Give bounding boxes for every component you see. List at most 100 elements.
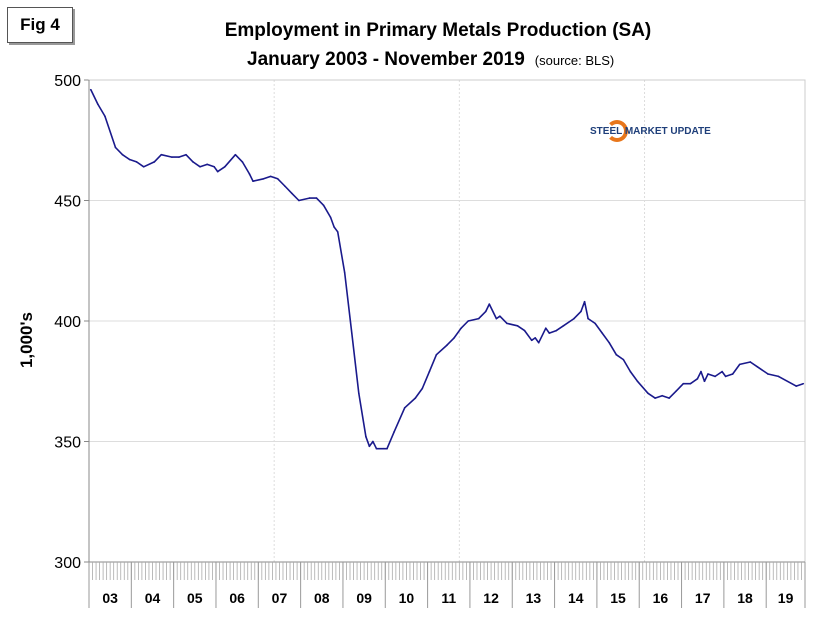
data-point — [135, 161, 138, 163]
x-tick-label: 09 — [356, 590, 372, 606]
data-point — [453, 337, 455, 339]
x-tick-label: 06 — [229, 590, 245, 606]
data-point — [587, 317, 589, 320]
data-point — [622, 358, 625, 361]
data-point — [315, 197, 318, 199]
y-tick-label: 400 — [54, 314, 81, 331]
data-point — [368, 445, 371, 448]
y-tick-label: 500 — [54, 73, 81, 90]
data-point — [460, 327, 462, 330]
data-point — [403, 406, 406, 409]
data-point — [580, 310, 582, 313]
data-point — [534, 337, 536, 339]
data-point — [269, 175, 272, 178]
x-tick-label: 15 — [610, 590, 626, 606]
data-point — [89, 88, 92, 91]
data-point — [629, 370, 632, 373]
x-tick-label: 13 — [526, 590, 542, 606]
data-point — [721, 370, 723, 373]
data-point — [477, 317, 480, 320]
data-point — [199, 165, 201, 168]
data-point — [223, 165, 226, 168]
data-point — [583, 300, 586, 303]
data-point — [636, 380, 639, 383]
data-point — [506, 322, 508, 325]
chart-source: (source: BLS) — [534, 53, 615, 68]
data-point — [675, 390, 678, 392]
logo-text: STEEL MARKET UPDATE — [590, 125, 711, 137]
data-point — [262, 178, 265, 180]
data-point — [421, 387, 424, 390]
data-point — [241, 161, 244, 163]
data-point — [329, 216, 332, 219]
data-point — [484, 310, 487, 313]
data-point — [647, 392, 649, 395]
data-point — [386, 447, 388, 450]
data-point — [153, 161, 156, 163]
data-point — [795, 385, 797, 387]
data-point — [499, 315, 501, 317]
x-tick-label: 16 — [653, 590, 669, 606]
data-point — [530, 339, 533, 342]
data-point — [467, 320, 469, 322]
data-point — [298, 199, 300, 202]
x-tick-label: 11 — [441, 590, 456, 606]
data-point — [336, 231, 339, 233]
data-point — [248, 173, 251, 175]
data-point — [682, 382, 685, 385]
data-point — [308, 197, 311, 199]
x-tick-label: 04 — [145, 590, 161, 606]
data-point — [104, 115, 106, 117]
x-tick-label: 08 — [314, 590, 330, 606]
data-point — [608, 341, 611, 344]
data-point — [689, 382, 692, 385]
data-point — [333, 226, 335, 228]
data-point — [114, 146, 117, 149]
data-point — [654, 397, 656, 399]
data-point — [178, 156, 180, 158]
data-point — [668, 397, 671, 399]
chart-subtitle: January 2003 - November 2019 — [247, 49, 525, 70]
data-point — [382, 447, 385, 450]
y-tick-label: 450 — [54, 194, 81, 211]
data-point — [615, 353, 618, 356]
data-point — [573, 317, 575, 320]
data-point — [252, 180, 254, 183]
data-point — [234, 153, 237, 156]
data-point — [707, 373, 709, 375]
x-tick-label: 12 — [483, 590, 499, 606]
data-point — [276, 178, 279, 180]
data-point — [414, 397, 417, 399]
data-point — [661, 394, 663, 397]
data-point — [548, 332, 551, 334]
x-tick-label: 19 — [778, 590, 794, 606]
data-point — [703, 380, 706, 383]
x-tick-label: 03 — [102, 590, 118, 606]
data-point — [343, 272, 346, 274]
data-point — [562, 325, 565, 327]
data-point — [537, 341, 540, 344]
data-point — [724, 375, 727, 378]
data-point — [97, 103, 99, 105]
data-point — [350, 332, 353, 334]
data-point — [358, 392, 360, 395]
data-point — [160, 153, 163, 156]
data-point — [185, 153, 187, 156]
chart-subtitle-row: January 2003 - November 2019 (source: BLS… — [247, 49, 614, 71]
data-point — [121, 153, 124, 156]
data-point — [594, 322, 596, 325]
data-point — [192, 161, 194, 163]
data-point — [283, 185, 286, 187]
data-point — [777, 375, 780, 378]
data-point — [516, 325, 519, 327]
data-point — [601, 332, 603, 334]
x-tick-label: 05 — [187, 590, 203, 606]
figure-label: Fig 4 — [7, 7, 73, 43]
data-point — [142, 165, 145, 168]
data-point — [731, 373, 734, 375]
data-point — [749, 361, 752, 363]
data-point — [767, 373, 769, 375]
data-point — [171, 156, 173, 158]
data-point — [488, 303, 491, 305]
